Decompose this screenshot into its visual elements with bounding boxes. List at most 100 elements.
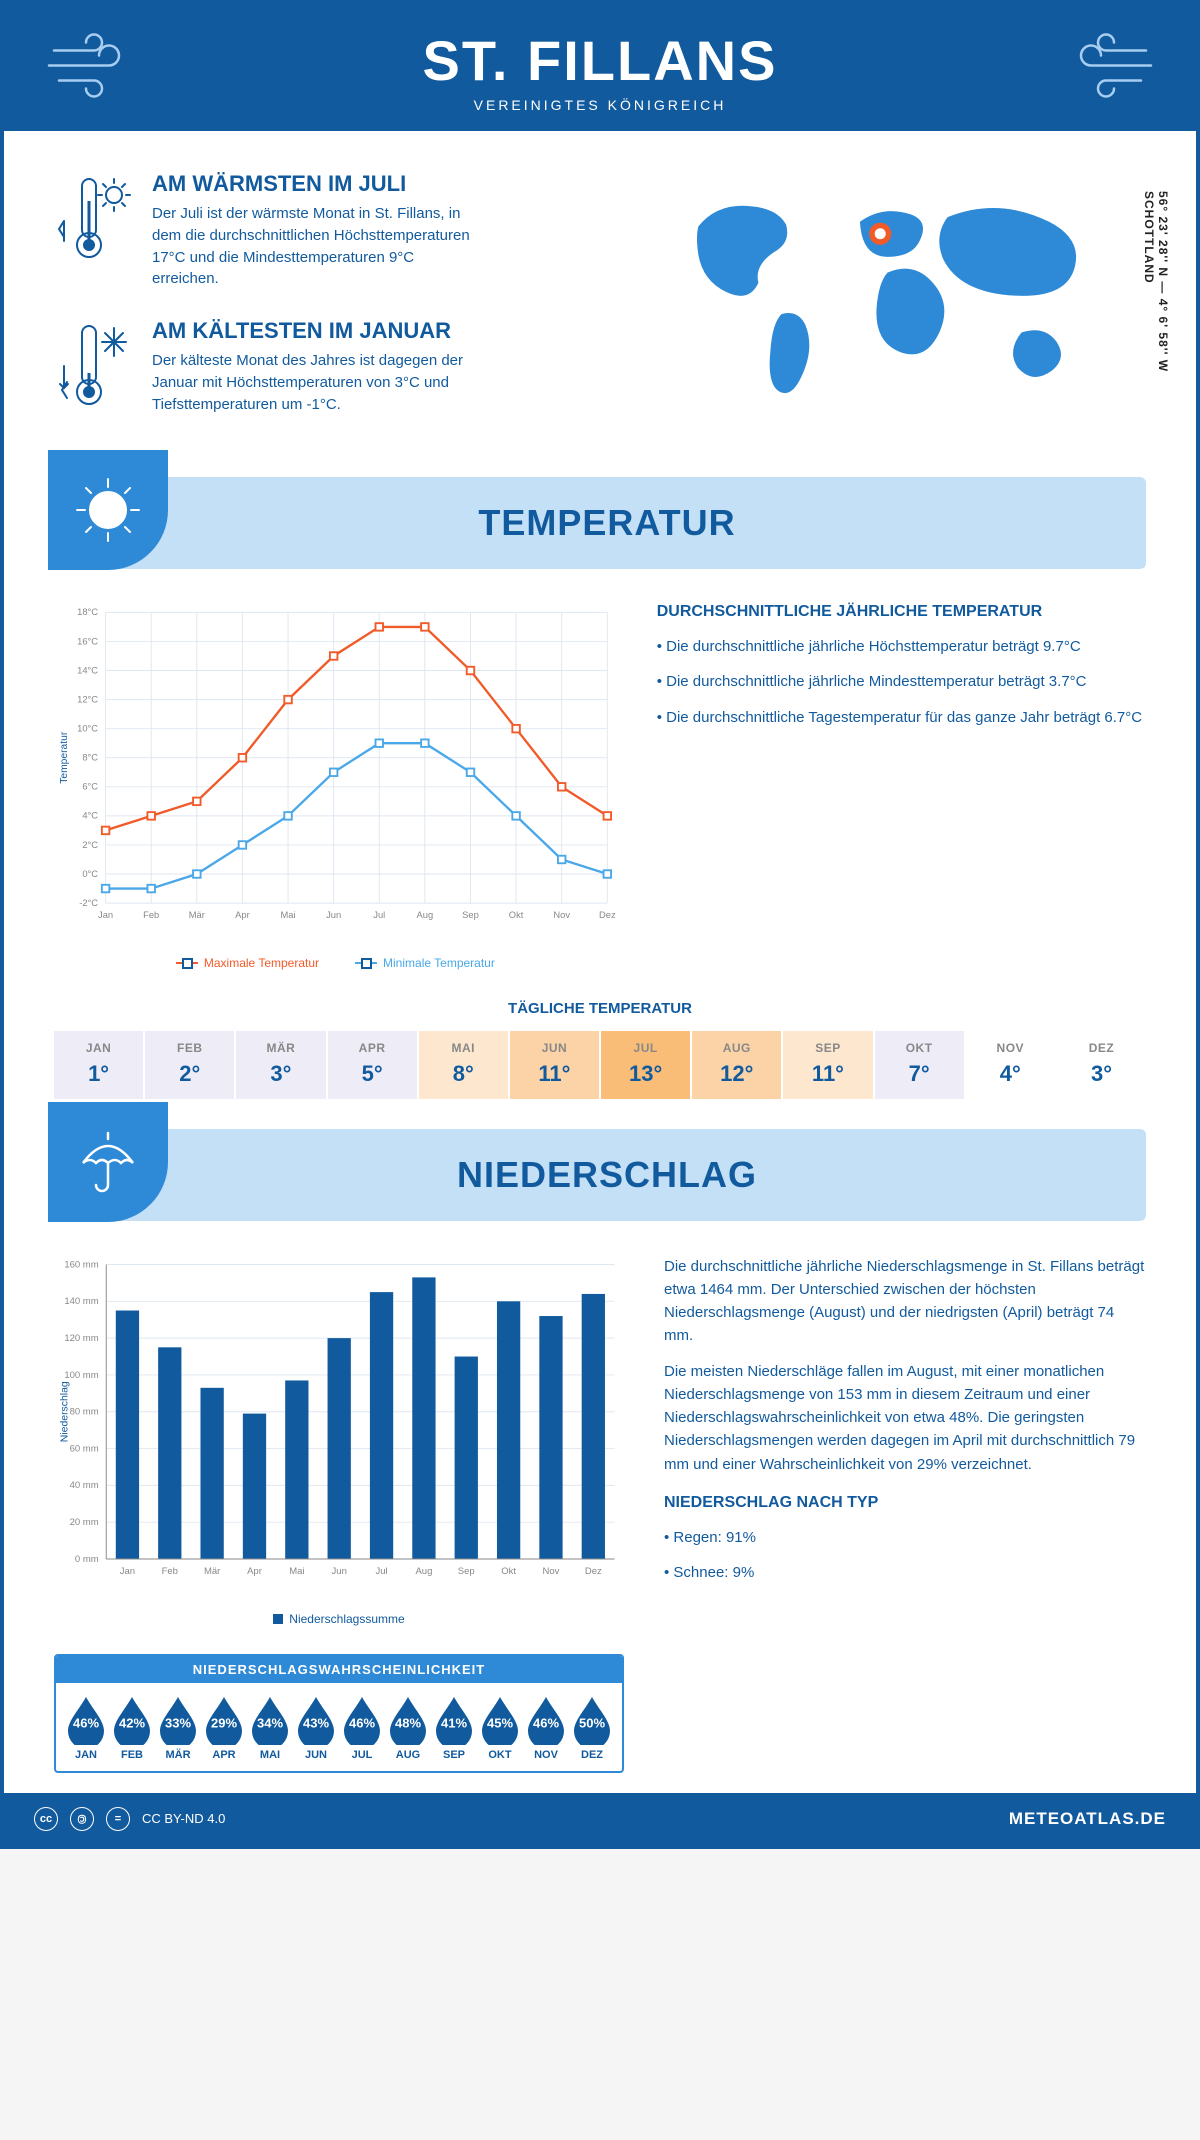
svg-text:Jul: Jul [375,1566,387,1577]
coordinates-text: 56° 23' 28'' N — 4° 6' 58'' W SCHOTTLAND [1142,191,1170,447]
daily-temp-cell: OKT7° [875,1031,964,1099]
precip-prob-cell: 48%AUG [386,1693,430,1761]
svg-text:0 mm: 0 mm [75,1553,99,1564]
temperature-legend: .sw::after{border-color:inherit}Maximale… [54,956,617,970]
precipitation-probability-box: NIEDERSCHLAGSWAHRSCHEINLICHKEIT 46%JAN42… [54,1654,624,1773]
daily-temp-cell: JAN1° [54,1031,143,1099]
svg-text:120 mm: 120 mm [64,1333,98,1344]
svg-text:6°C: 6°C [82,782,98,792]
precip-prob-cell: 29%APR [202,1693,246,1761]
extremes-row: AM WÄRMSTEN IM JULI Der Juli ist der wär… [54,171,1146,447]
svg-text:-2°C: -2°C [79,898,98,908]
svg-text:Nov: Nov [553,910,570,920]
daily-temp-row: JAN1°FEB2°MÄR3°APR5°MAI8°JUN11°JUL13°AUG… [54,1031,1146,1099]
temperature-stats-text: DURCHSCHNITTLICHE JÄHRLICHE TEMPERATUR •… [657,603,1146,970]
svg-text:Mai: Mai [289,1566,304,1577]
svg-text:Okt: Okt [501,1566,516,1577]
svg-text:Dez: Dez [599,910,616,920]
daily-temp-title: TÄGLICHE TEMPERATUR [54,1000,1146,1017]
svg-text:Temperatur: Temperatur [59,731,70,784]
nd-icon: = [106,1807,130,1831]
svg-text:Jan: Jan [120,1566,135,1577]
svg-text:Apr: Apr [235,910,250,920]
precip-prob-cell: 45%OKT [478,1693,522,1761]
svg-text:100 mm: 100 mm [64,1369,98,1380]
svg-text:Jun: Jun [332,1566,347,1577]
svg-text:140 mm: 140 mm [64,1296,98,1307]
warmest-heading: AM WÄRMSTEN IM JULI [152,171,472,197]
precip-prob-cell: 46%JAN [64,1693,108,1761]
daily-temp-cell: AUG12° [692,1031,781,1099]
coldest-block: AM KÄLTESTEN IM JANUAR Der kälteste Mona… [54,318,580,419]
svg-text:160 mm: 160 mm [64,1259,98,1270]
coldest-body: Der kälteste Monat des Jahres ist dagege… [152,350,472,415]
sun-icon [48,450,168,570]
daily-temp-cell: NOV4° [966,1031,1055,1099]
precipitation-section-title: NIEDERSCHLAG [168,1154,1146,1196]
location-marker [872,225,889,242]
svg-text:Feb: Feb [162,1566,178,1577]
country-subtitle: VEREINIGTES KÖNIGREICH [4,97,1196,113]
daily-temp-cell: DEZ3° [1057,1031,1146,1099]
svg-text:Okt: Okt [509,910,524,920]
svg-text:8°C: 8°C [82,753,98,763]
precip-prob-cell: 43%JUN [294,1693,338,1761]
daily-temp-cell: JUN11° [510,1031,599,1099]
svg-text:Jul: Jul [373,910,385,920]
svg-text:14°C: 14°C [77,665,98,675]
temperature-section-title: TEMPERATUR [168,502,1146,544]
svg-text:Mai: Mai [280,910,295,920]
svg-text:Jan: Jan [98,910,113,920]
daily-temp-cell: APR5° [328,1031,417,1099]
world-map [620,171,1146,411]
svg-text:2°C: 2°C [82,840,98,850]
svg-text:Apr: Apr [247,1566,262,1577]
svg-text:Dez: Dez [585,1566,602,1577]
svg-text:0°C: 0°C [82,869,98,879]
precipitation-stats-text: Die durchschnittliche jährliche Niedersc… [664,1255,1146,1773]
precipitation-bar-chart: 0 mm20 mm40 mm60 mm80 mm100 mm120 mm140 … [54,1255,624,1597]
svg-text:Sep: Sep [458,1566,475,1577]
precip-prob-cell: 46%NOV [524,1693,568,1761]
warmest-body: Der Juli ist der wärmste Monat in St. Fi… [152,203,472,290]
precip-prob-cell: 33%MÄR [156,1693,200,1761]
precipitation-legend: Niederschlagssumme [54,1612,624,1626]
svg-text:4°C: 4°C [82,811,98,821]
header: ST. FILLANS VEREINIGTES KÖNIGREICH [4,4,1196,131]
footer: cc 🄯 = CC BY-ND 4.0 METEOATLAS.DE [4,1793,1196,1845]
svg-text:Jun: Jun [326,910,341,920]
temperature-banner: TEMPERATUR [54,477,1146,569]
svg-text:Aug: Aug [417,910,434,920]
location-title: ST. FILLANS [4,28,1196,93]
daily-temp-cell: FEB2° [145,1031,234,1099]
svg-text:40 mm: 40 mm [70,1480,99,1491]
svg-text:80 mm: 80 mm [70,1406,99,1417]
cc-icon: cc [34,1807,58,1831]
precip-prob-cell: 42%FEB [110,1693,154,1761]
umbrella-icon [48,1102,168,1222]
license-text: CC BY-ND 4.0 [142,1811,225,1826]
svg-text:Sep: Sep [462,910,479,920]
wind-left-icon [44,30,134,105]
warmest-block: AM WÄRMSTEN IM JULI Der Juli ist der wär… [54,171,580,290]
svg-text:18°C: 18°C [77,607,98,617]
svg-text:12°C: 12°C [77,694,98,704]
daily-temp-cell: MÄR3° [236,1031,325,1099]
svg-text:Feb: Feb [143,910,159,920]
svg-text:Aug: Aug [415,1566,432,1577]
precipitation-banner: NIEDERSCHLAG [54,1129,1146,1221]
svg-text:10°C: 10°C [77,723,98,733]
daily-temp-cell: JUL13° [601,1031,690,1099]
svg-text:20 mm: 20 mm [70,1517,99,1528]
daily-temp-cell: MAI8° [419,1031,508,1099]
wind-right-icon [1066,30,1156,105]
daily-temp-cell: SEP11° [783,1031,872,1099]
svg-text:Mär: Mär [204,1566,220,1577]
coldest-heading: AM KÄLTESTEN IM JANUAR [152,318,472,344]
svg-text:16°C: 16°C [77,636,98,646]
by-icon: 🄯 [70,1807,94,1831]
thermometer-hot-icon [54,171,134,290]
precip-prob-cell: 50%DEZ [570,1693,614,1761]
svg-text:Nov: Nov [543,1566,560,1577]
precip-prob-cell: 46%JUL [340,1693,384,1761]
